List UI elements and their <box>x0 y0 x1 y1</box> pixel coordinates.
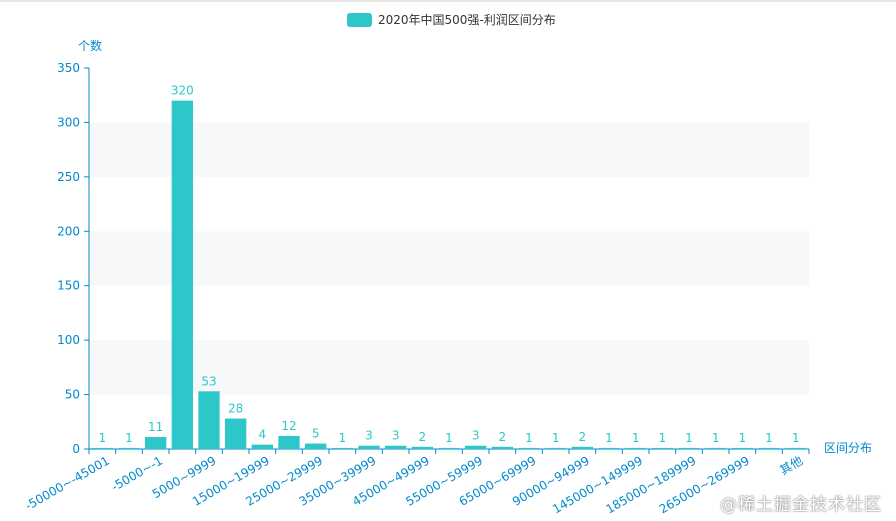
bar <box>118 447 140 449</box>
bar <box>545 447 567 449</box>
bar <box>91 447 113 449</box>
data-label: 28 <box>228 402 243 416</box>
bar <box>278 435 300 449</box>
bar <box>385 445 407 449</box>
data-label: 3 <box>472 429 480 443</box>
x-tick-label: 185000~189999 <box>603 453 698 516</box>
bar <box>251 444 273 449</box>
data-label: 1 <box>125 431 133 445</box>
data-label: 3 <box>365 429 373 443</box>
data-label: 1 <box>552 431 560 445</box>
data-label: 1 <box>685 431 693 445</box>
y-tick-label: 50 <box>65 388 80 402</box>
data-label: 5 <box>312 427 320 441</box>
data-label: 1 <box>525 431 533 445</box>
data-label: 2 <box>579 430 587 444</box>
x-axis <box>88 448 810 454</box>
data-label: 11 <box>148 420 163 434</box>
legend[interactable]: 2020年中国500强-利润区间分布 <box>347 12 556 27</box>
data-label: 1 <box>445 431 453 445</box>
bars <box>91 100 807 450</box>
x-tick-labels: -50000~-45001-5000~-15000~999915000~1999… <box>23 453 806 516</box>
x-tick-label: -50000~-45001 <box>23 453 112 513</box>
bar <box>331 447 353 449</box>
bar <box>598 447 620 449</box>
data-label: 1 <box>99 431 107 445</box>
watermark: @稀土掘金技术社区 <box>720 495 882 515</box>
data-label: 4 <box>259 428 267 442</box>
y-axis: 0 50 100 150 200 250 300 350 <box>57 61 90 456</box>
bar <box>518 447 540 449</box>
bar <box>571 446 593 449</box>
bar <box>305 443 327 449</box>
data-label: 1 <box>632 431 640 445</box>
grid-band <box>89 122 809 177</box>
bar <box>625 447 647 449</box>
y-tick-label: 300 <box>57 115 80 129</box>
data-label: 1 <box>659 431 667 445</box>
bar <box>198 391 220 449</box>
data-label: 3 <box>392 429 400 443</box>
bar <box>678 447 700 449</box>
y-axis-title: 个数 <box>78 38 102 53</box>
bar <box>225 418 247 449</box>
y-tick-label: 250 <box>57 170 80 184</box>
bar <box>438 447 460 449</box>
data-label: 320 <box>171 84 194 98</box>
bar <box>465 445 487 449</box>
data-label: 12 <box>281 419 296 433</box>
grid-bands <box>89 122 809 395</box>
data-label: 2 <box>419 430 427 444</box>
bar <box>705 447 727 449</box>
y-tick-label: 350 <box>57 61 80 75</box>
grid-band <box>89 340 809 395</box>
data-label: 1 <box>339 431 347 445</box>
data-label: 1 <box>605 431 613 445</box>
bar <box>171 100 193 450</box>
y-tick-label: 200 <box>57 224 80 238</box>
y-tick-label: 0 <box>72 442 80 456</box>
x-axis-title: 区间分布 <box>824 441 872 455</box>
legend-swatch <box>347 13 372 27</box>
bar <box>145 437 167 449</box>
data-label: 1 <box>765 431 773 445</box>
bar <box>758 447 780 449</box>
bar <box>731 447 753 449</box>
legend-label: 2020年中国500强-利润区间分布 <box>378 12 556 27</box>
top-border <box>0 0 896 2</box>
grid-band <box>89 231 809 286</box>
data-label: 1 <box>712 431 720 445</box>
y-tick-label: 150 <box>57 279 80 293</box>
bar <box>491 446 513 449</box>
bar <box>651 447 673 449</box>
bar <box>358 445 380 449</box>
data-label: 1 <box>792 431 800 445</box>
y-tick-label: 100 <box>57 333 80 347</box>
bar <box>785 447 807 449</box>
bar <box>411 446 433 449</box>
data-label: 2 <box>499 430 507 444</box>
x-tick-label: 其他 <box>777 453 805 477</box>
data-label: 1 <box>739 431 747 445</box>
x-tick-label: 145000~149999 <box>550 453 645 516</box>
data-label: 53 <box>201 374 216 388</box>
